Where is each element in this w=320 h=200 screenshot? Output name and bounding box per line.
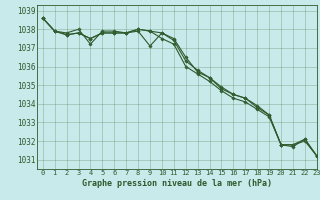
X-axis label: Graphe pression niveau de la mer (hPa): Graphe pression niveau de la mer (hPa) — [82, 179, 272, 188]
